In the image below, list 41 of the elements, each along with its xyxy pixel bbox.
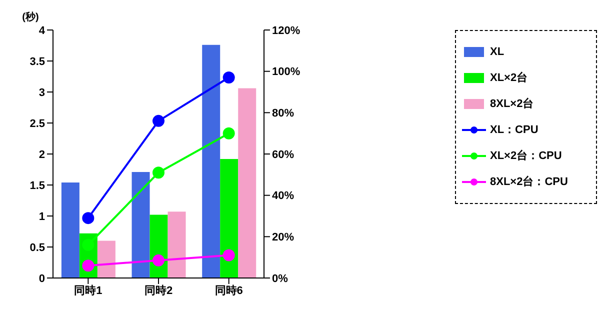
bar: [97, 240, 116, 278]
y2-tick-label: 40%: [272, 190, 294, 202]
y-tick-label: 2: [38, 148, 45, 161]
legend-label: 8XL×2台：CPU: [490, 174, 568, 190]
y-tick-label: 0.5: [30, 242, 45, 254]
y-tick-label: 3.5: [30, 56, 45, 68]
y2-tick-label: 60%: [272, 148, 294, 161]
y-tick-label: 3: [38, 86, 45, 99]
bar: [220, 158, 238, 278]
y-tick-label: 2.5: [30, 118, 45, 130]
legend-label: 8XL×2台: [490, 96, 534, 112]
y-tick-label: 1: [38, 210, 45, 223]
point: [152, 254, 164, 266]
y-axis-title: (秒): [22, 11, 39, 23]
y2-tick-label: 20%: [272, 232, 294, 244]
x-tick-label: 同時6: [214, 284, 243, 297]
x-tick-label: 同時2: [144, 284, 173, 297]
point: [222, 127, 235, 140]
bar: [61, 182, 80, 278]
bar: [132, 172, 150, 278]
bar: [202, 44, 220, 278]
legend-label: XL：CPU: [490, 123, 538, 138]
y-tick-label: 1.5: [30, 180, 45, 192]
point: [82, 260, 94, 272]
y2-tick-label: 0%: [272, 272, 288, 285]
y2-tick-label: 80%: [272, 108, 294, 120]
point: [152, 166, 164, 179]
point: [222, 72, 235, 84]
y2-tick-label: 120%: [272, 24, 300, 37]
y-tick-label: 0: [38, 272, 45, 285]
bar: [168, 212, 186, 278]
y-tick-label: 4: [38, 24, 46, 37]
y2-tick-label: 100%: [272, 66, 300, 78]
point: [152, 114, 164, 127]
point: [82, 212, 94, 224]
bar: [238, 88, 256, 278]
x-tick-label: 同時1: [74, 284, 102, 297]
legend-label: XL×2台: [490, 70, 528, 86]
point: [222, 249, 235, 262]
legend-label: XL: [490, 45, 504, 60]
legend-label: XL×2台：CPU: [490, 148, 562, 164]
